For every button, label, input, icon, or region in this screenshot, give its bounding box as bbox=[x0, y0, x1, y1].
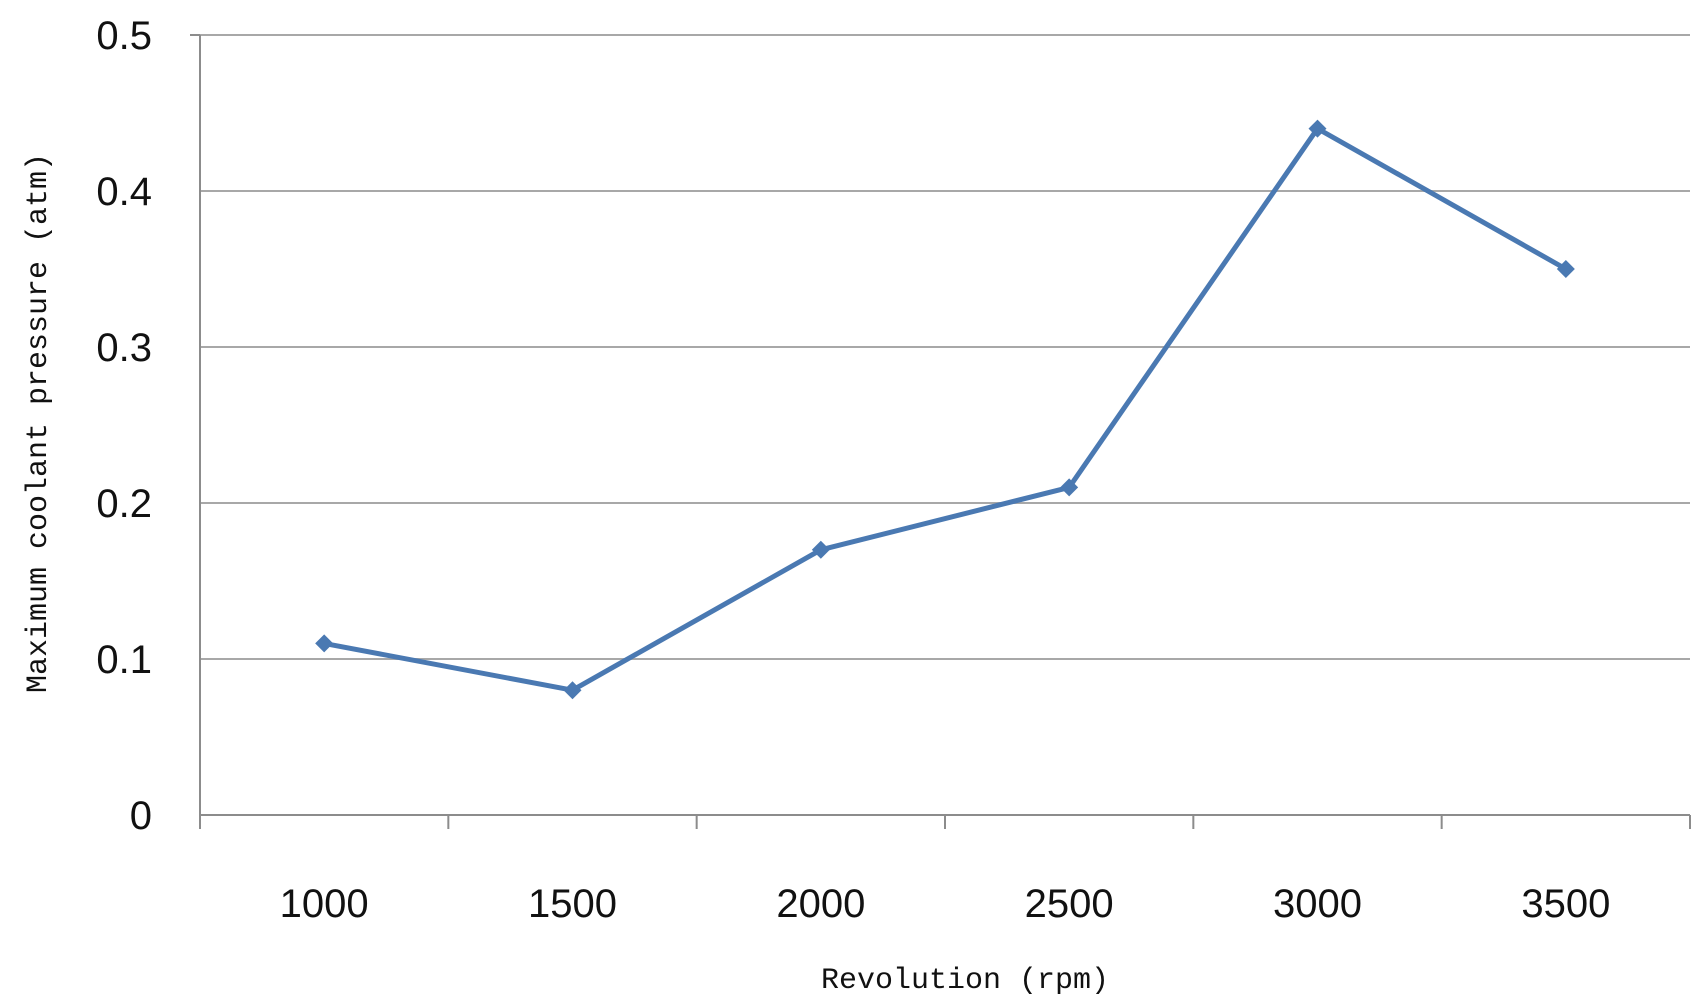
y-tick-label: 0.2 bbox=[96, 482, 152, 526]
x-tick-label: 2000 bbox=[776, 882, 865, 926]
y-tick-label: 0.1 bbox=[96, 638, 152, 682]
data-point-marker bbox=[1308, 119, 1327, 138]
x-tick-label: 3500 bbox=[1521, 882, 1610, 926]
x-tick-label: 1500 bbox=[528, 882, 617, 926]
series-line bbox=[323, 126, 1568, 693]
gridlines bbox=[200, 34, 1690, 660]
x-tick-label: 3000 bbox=[1273, 882, 1362, 926]
data-point-marker bbox=[1556, 260, 1575, 278]
data-point-marker bbox=[315, 634, 334, 653]
y-tick-label: 0.5 bbox=[96, 14, 152, 58]
x-axis-title: Revolution (rpm) bbox=[821, 964, 1109, 998]
y-tick-label: 0 bbox=[130, 794, 152, 838]
data-point-marker bbox=[1060, 478, 1079, 497]
axes bbox=[190, 34, 1691, 829]
x-tick-label: 2500 bbox=[1025, 882, 1114, 926]
x-tick-labels: 1000 1500 2000 2500 3000 3500 bbox=[280, 882, 1611, 926]
y-tick-labels: 0 0.1 0.2 0.3 0.4 0.5 bbox=[96, 14, 152, 838]
y-tick-label: 0.4 bbox=[96, 170, 152, 214]
y-tick-label: 0.3 bbox=[96, 326, 152, 370]
x-tick-label: 1000 bbox=[280, 882, 369, 926]
y-axis-title: Maximum coolant pressure (atm) bbox=[22, 153, 56, 693]
data-point-marker bbox=[811, 540, 830, 559]
series-layer bbox=[315, 119, 1575, 700]
data-point-marker bbox=[563, 681, 582, 700]
